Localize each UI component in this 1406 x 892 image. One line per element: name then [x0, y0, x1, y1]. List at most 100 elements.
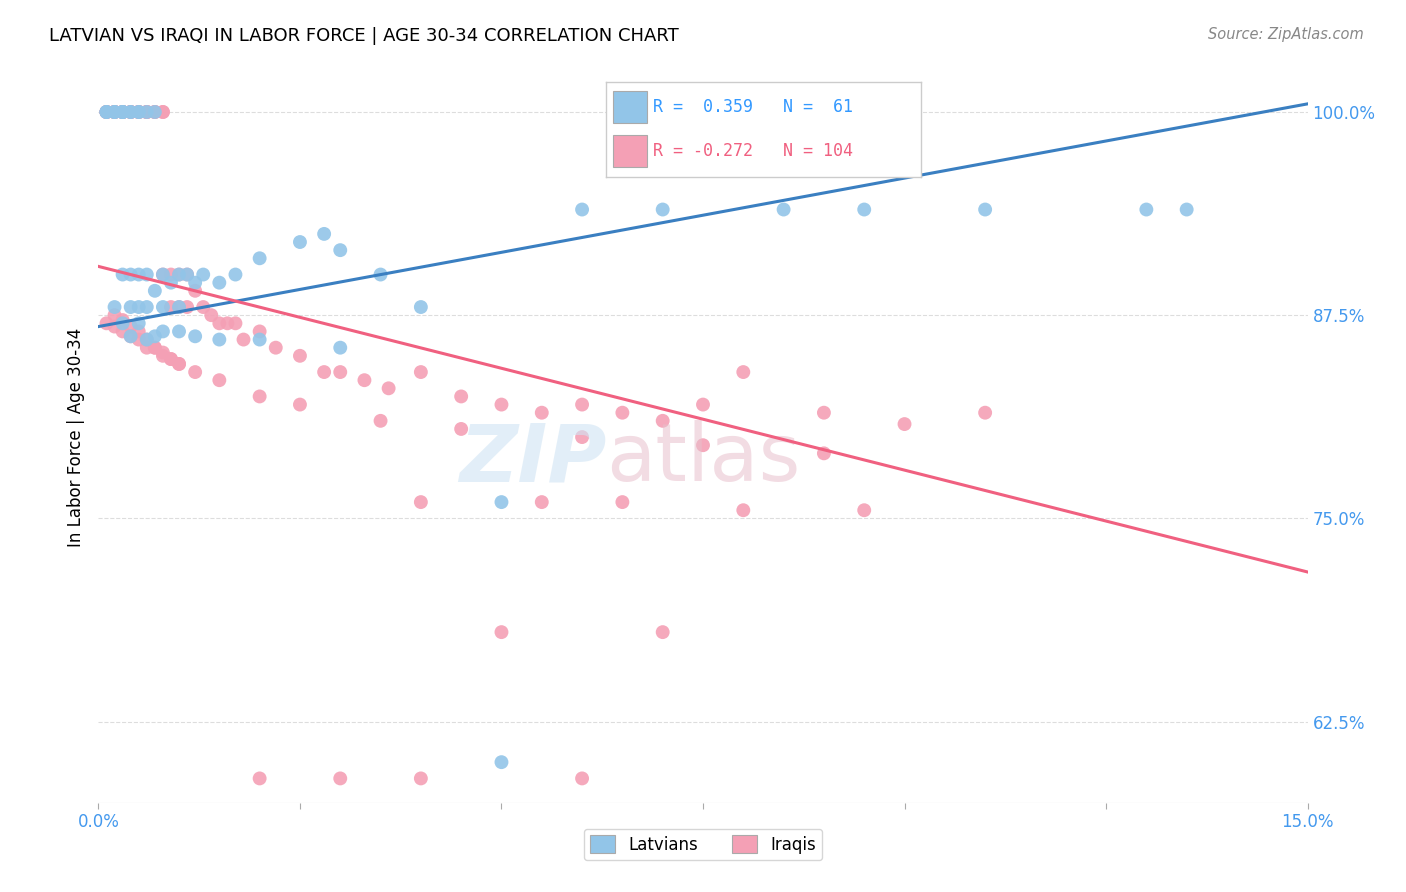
Point	[409, 495, 432, 509]
Point	[128, 105, 150, 120]
Point	[96, 316, 118, 330]
Point	[491, 755, 513, 769]
Point	[152, 345, 174, 359]
Point	[184, 284, 207, 298]
Point	[96, 105, 118, 120]
Point	[120, 105, 142, 120]
Point	[176, 268, 198, 282]
Point	[651, 414, 673, 428]
Point	[264, 341, 287, 355]
Point	[120, 105, 142, 120]
Point	[450, 422, 472, 436]
Point	[120, 300, 142, 314]
Point	[135, 105, 157, 120]
Point	[167, 300, 190, 314]
Point	[143, 105, 166, 120]
Point	[208, 316, 231, 330]
Text: atlas: atlas	[606, 420, 800, 498]
Point	[103, 105, 125, 120]
Point	[111, 105, 134, 120]
Point	[160, 352, 183, 367]
Point	[143, 284, 166, 298]
Point	[96, 105, 118, 120]
Point	[692, 398, 714, 412]
Point	[128, 316, 150, 330]
Point	[143, 341, 166, 355]
Point	[103, 105, 125, 120]
Point	[111, 105, 134, 120]
Point	[143, 329, 166, 343]
Point	[853, 202, 876, 217]
Point	[111, 316, 134, 330]
Point	[249, 389, 271, 403]
Point	[128, 105, 150, 120]
Point	[370, 268, 392, 282]
Point	[128, 105, 150, 120]
Point	[1175, 202, 1198, 217]
Point	[103, 105, 125, 120]
Point	[249, 325, 271, 339]
Point	[143, 105, 166, 120]
Point	[111, 105, 134, 120]
Point	[152, 325, 174, 339]
Point	[491, 495, 513, 509]
Point	[120, 268, 142, 282]
Text: Source: ZipAtlas.com: Source: ZipAtlas.com	[1208, 27, 1364, 42]
Point	[813, 446, 835, 460]
Point	[193, 268, 215, 282]
Point	[288, 235, 311, 249]
Point	[128, 105, 150, 120]
Point	[409, 365, 432, 379]
Point	[184, 329, 207, 343]
Point	[571, 772, 593, 786]
Point	[184, 365, 207, 379]
Point	[167, 268, 190, 282]
Point	[152, 268, 174, 282]
Point	[103, 105, 125, 120]
Point	[571, 398, 593, 412]
Point	[103, 105, 125, 120]
Point	[103, 105, 125, 120]
Point	[103, 308, 125, 322]
Point	[612, 495, 634, 509]
Point	[314, 365, 336, 379]
Point	[120, 105, 142, 120]
Text: ZIP: ZIP	[458, 420, 606, 498]
Point	[353, 373, 375, 387]
Point	[974, 202, 997, 217]
Point	[143, 105, 166, 120]
Point	[893, 417, 915, 431]
Point	[160, 352, 183, 367]
Point	[167, 268, 190, 282]
Point	[152, 349, 174, 363]
Point	[111, 105, 134, 120]
Point	[111, 105, 134, 120]
Point	[184, 276, 207, 290]
Point	[329, 365, 352, 379]
Point	[135, 300, 157, 314]
Point	[208, 276, 231, 290]
Point	[135, 268, 157, 282]
Point	[314, 227, 336, 241]
Point	[111, 105, 134, 120]
Point	[135, 105, 157, 120]
Point	[135, 105, 157, 120]
Point	[167, 357, 190, 371]
Point	[120, 329, 142, 343]
Point	[111, 105, 134, 120]
Point	[160, 268, 183, 282]
Point	[152, 105, 174, 120]
Point	[103, 319, 125, 334]
Point	[329, 341, 352, 355]
Point	[651, 625, 673, 640]
Point	[288, 398, 311, 412]
Point	[377, 381, 399, 395]
Point	[103, 105, 125, 120]
Point	[128, 333, 150, 347]
Point	[853, 503, 876, 517]
Point	[120, 105, 142, 120]
Point	[571, 202, 593, 217]
Point	[329, 772, 352, 786]
Point	[120, 105, 142, 120]
Point	[160, 276, 183, 290]
